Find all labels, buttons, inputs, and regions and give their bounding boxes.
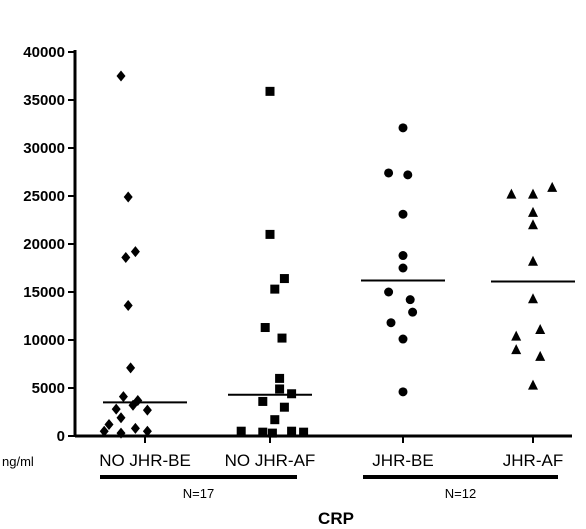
data-point <box>279 402 289 412</box>
data-point <box>405 295 415 305</box>
data-point <box>275 384 285 394</box>
data-point <box>123 191 133 203</box>
data-point <box>270 415 280 425</box>
data-point <box>275 373 285 383</box>
data-point <box>528 206 538 217</box>
y-tick-label: 25000 <box>23 188 65 205</box>
data-point <box>403 170 413 180</box>
x-tick-label: JHR-AF <box>503 451 563 470</box>
data-point <box>116 70 126 82</box>
data-point <box>398 123 408 133</box>
data-point <box>130 422 140 434</box>
chart-marks <box>99 70 575 439</box>
data-point <box>126 362 136 374</box>
data-point <box>123 299 133 311</box>
data-point <box>299 427 309 437</box>
data-point <box>270 284 280 294</box>
data-point <box>142 404 152 416</box>
data-point <box>99 425 109 437</box>
data-point <box>528 188 538 199</box>
x-tick-label: NO JHR-AF <box>225 451 316 470</box>
data-point <box>142 425 152 437</box>
data-point <box>104 418 114 430</box>
data-point <box>398 209 408 219</box>
data-point <box>386 318 396 328</box>
group-label: N=17 <box>183 486 214 501</box>
data-point <box>260 323 270 333</box>
data-point <box>547 181 558 192</box>
data-point <box>398 263 408 273</box>
y-tick-label: 0 <box>57 428 65 445</box>
data-point <box>287 426 297 436</box>
data-point <box>118 391 128 403</box>
data-point <box>506 188 517 199</box>
data-point <box>511 344 522 355</box>
data-point <box>408 307 418 317</box>
data-point <box>384 287 394 297</box>
data-point <box>258 396 268 406</box>
data-point <box>279 274 289 284</box>
data-point <box>267 428 277 438</box>
data-point <box>535 350 546 361</box>
data-point <box>111 403 121 415</box>
data-point <box>528 219 538 230</box>
data-point <box>511 330 522 341</box>
y-tick-label: 20000 <box>23 236 65 253</box>
data-point <box>528 293 538 304</box>
data-point <box>535 323 546 334</box>
data-point <box>258 427 268 437</box>
y-tick-label: 5000 <box>32 380 65 397</box>
data-point <box>121 251 131 263</box>
data-point <box>116 412 126 424</box>
data-point <box>277 333 287 343</box>
data-point <box>130 246 140 258</box>
x-tick-label: NO JHR-BE <box>99 451 191 470</box>
data-point <box>265 229 275 239</box>
y-tick-label: 10000 <box>23 332 65 349</box>
data-point <box>265 86 275 96</box>
data-point <box>398 334 408 344</box>
y-tick-label: 40000 <box>23 44 65 61</box>
x-tick-label: JHR-BE <box>372 451 433 470</box>
y-tick-label: 15000 <box>23 284 65 301</box>
data-point <box>398 387 408 397</box>
data-point <box>236 426 246 436</box>
axes: 0 5000 10000 15000 20000 25000 30000 35000 40000… <box>23 44 572 501</box>
data-point <box>116 427 126 439</box>
data-point <box>528 255 538 266</box>
chart-title: CRP <box>318 509 354 528</box>
group-label: N=12 <box>445 486 476 501</box>
y-tick-label: 30000 <box>23 140 65 157</box>
data-point <box>398 251 408 261</box>
y-unit-label: ng/ml <box>2 454 34 469</box>
data-point <box>384 168 394 178</box>
data-point <box>528 379 538 390</box>
y-tick-label: 35000 <box>23 92 65 109</box>
